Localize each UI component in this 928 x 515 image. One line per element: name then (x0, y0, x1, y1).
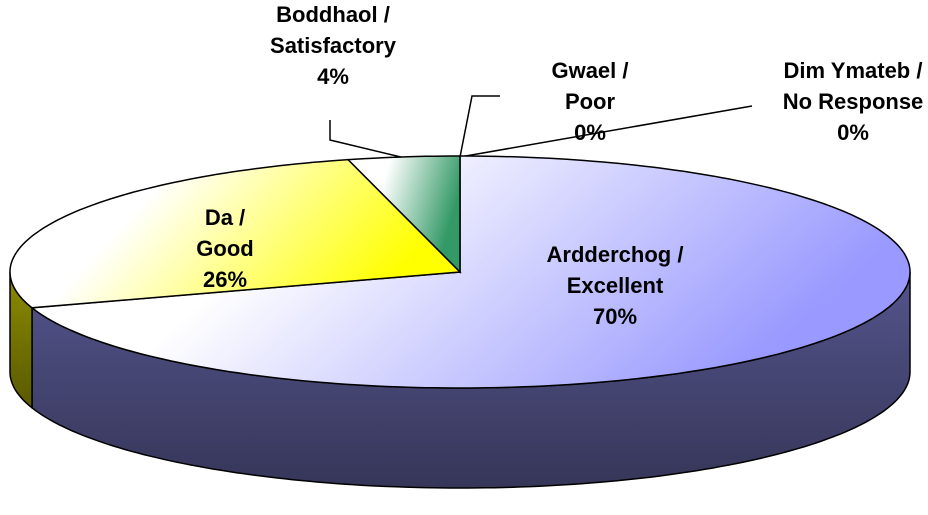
pie-slice (9, 158, 462, 309)
category-label: Ardderchog / Excellent (547, 242, 684, 298)
category-label: Gwael / Poor (551, 58, 628, 114)
leader-lines (329, 95, 753, 159)
category-label: Dim Ymateb / No Response (783, 58, 924, 114)
value-label: 4% (317, 64, 349, 89)
value-label: 70% (593, 304, 637, 329)
category-label: Boddhaol / Satisfactory (270, 2, 397, 58)
leader-line (459, 105, 753, 158)
value-label: 0% (574, 120, 606, 145)
pie-slice (29, 155, 911, 389)
category-label: Da / Good (196, 205, 253, 261)
value-label: 26% (203, 267, 247, 292)
leader-line (329, 120, 406, 159)
value-label: 0% (837, 120, 869, 145)
pie-slice (346, 155, 461, 274)
pie-tops (9, 155, 911, 389)
leader-line (459, 95, 500, 158)
